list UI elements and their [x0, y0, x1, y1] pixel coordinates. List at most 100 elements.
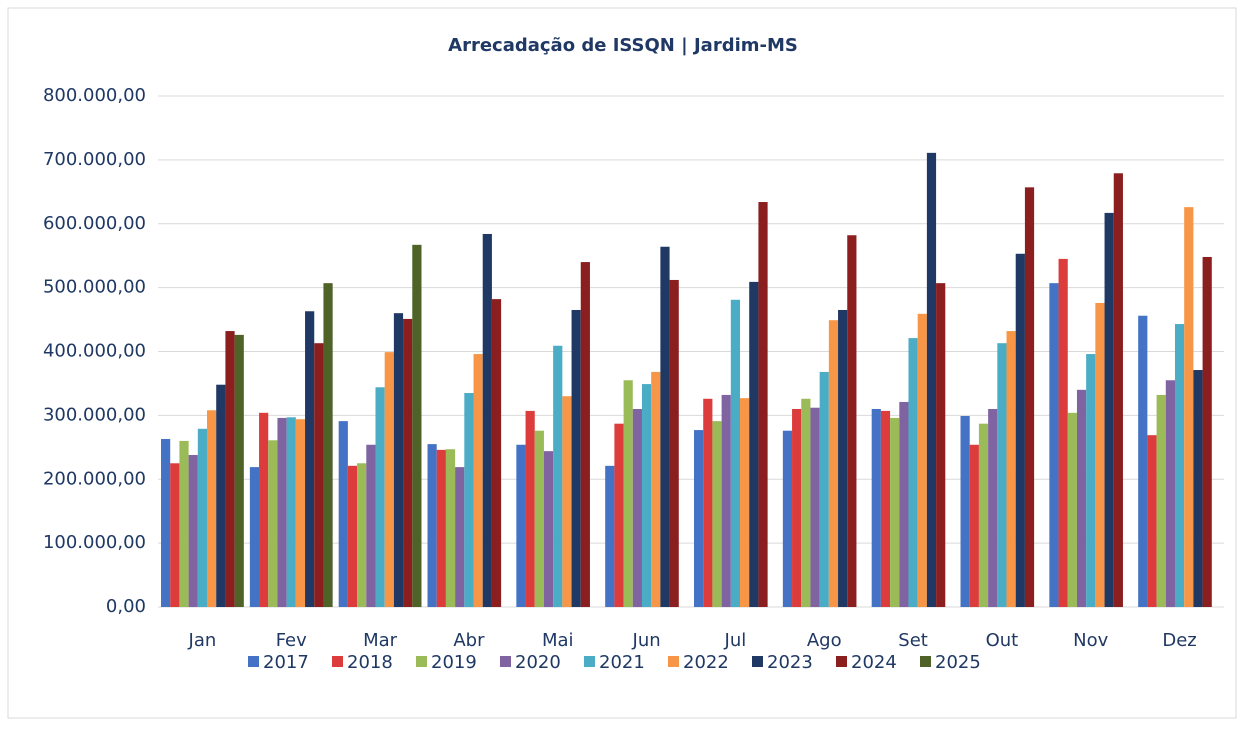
- bar: [323, 283, 333, 607]
- y-tick-label: 600.000,00: [43, 213, 146, 234]
- y-tick-label: 0,00: [106, 596, 146, 617]
- bar: [792, 408, 802, 607]
- bar: [338, 421, 348, 607]
- x-tick-label: Jul: [724, 630, 747, 651]
- x-tick-label: Nov: [1073, 630, 1108, 651]
- y-tick-label: 800.000,00: [43, 85, 146, 106]
- bar: [1147, 435, 1157, 607]
- bar: [758, 202, 768, 607]
- bar: [207, 410, 217, 607]
- bar: [660, 246, 670, 607]
- bar: [562, 396, 572, 607]
- bar: [161, 439, 171, 607]
- bar: [641, 384, 652, 607]
- bar: [1184, 207, 1194, 607]
- bar: [847, 235, 857, 607]
- bar: [782, 430, 793, 607]
- bar: [366, 444, 376, 607]
- x-tick-label: Dez: [1162, 630, 1196, 651]
- bar: [384, 352, 394, 607]
- bar: [571, 309, 581, 607]
- bar: [978, 423, 989, 607]
- bar: [1076, 389, 1087, 607]
- bar: [997, 343, 1007, 607]
- legend-swatch: [584, 656, 595, 667]
- bar: [1113, 173, 1123, 607]
- y-tick-label: 300.000,00: [43, 404, 146, 425]
- bar: [277, 417, 287, 607]
- bar: [730, 299, 741, 607]
- bar: [393, 313, 404, 607]
- bar: [516, 444, 526, 607]
- bar: [179, 440, 189, 607]
- bar: [295, 419, 306, 607]
- y-tick-label: 200.000,00: [43, 468, 146, 489]
- y-tick-label: 500.000,00: [43, 277, 146, 298]
- bar: [170, 463, 180, 607]
- bar: [749, 281, 759, 607]
- bar: [491, 299, 502, 607]
- bar: [828, 320, 839, 607]
- bar: [1086, 354, 1096, 607]
- bar: [445, 449, 456, 607]
- bar: [605, 465, 615, 607]
- bar: [926, 152, 937, 607]
- chart-title: Arrecadação de ISSQN | Jardim-MS: [448, 35, 798, 56]
- legend-label: 2025: [935, 652, 981, 673]
- bar: [810, 407, 820, 607]
- bar: [580, 262, 590, 607]
- x-tick-label: Out: [986, 630, 1019, 651]
- bar: [838, 309, 848, 607]
- bar: [427, 444, 437, 607]
- legend-swatch: [500, 656, 511, 667]
- bar: [712, 421, 722, 607]
- bar: [234, 334, 244, 607]
- bar: [1067, 412, 1077, 607]
- bar: [375, 387, 385, 607]
- bar: [473, 354, 483, 607]
- legend-swatch: [332, 656, 343, 667]
- y-tick-label: 100.000,00: [43, 532, 146, 553]
- legend-label: 2021: [599, 652, 645, 673]
- bar: [525, 410, 535, 607]
- legend-swatch: [920, 656, 931, 667]
- bar: [988, 408, 998, 607]
- bar: [721, 394, 731, 607]
- x-tick-label: Mai: [542, 630, 574, 651]
- bar: [871, 408, 881, 607]
- bar: [1202, 256, 1212, 607]
- x-tick-label: Mar: [363, 630, 398, 651]
- legend-swatch: [416, 656, 427, 667]
- bar: [1049, 283, 1059, 607]
- bar: [197, 428, 208, 607]
- bar: [703, 398, 713, 607]
- bar: [908, 338, 918, 607]
- legend-label: 2023: [767, 652, 813, 673]
- x-tick-label: Abr: [453, 630, 485, 651]
- bar: [1104, 212, 1114, 608]
- legend-label: 2020: [515, 652, 561, 673]
- bar: [249, 467, 260, 607]
- bar: [482, 233, 492, 607]
- x-tick-label: Set: [898, 630, 928, 651]
- bar: [801, 398, 811, 607]
- bar: [1015, 253, 1025, 608]
- y-tick-label: 400.000,00: [43, 341, 146, 362]
- legend-swatch: [836, 656, 847, 667]
- bar: [455, 467, 465, 607]
- legend-label: 2024: [851, 652, 897, 673]
- bar: [651, 371, 661, 607]
- bar: [268, 440, 278, 607]
- bar: [899, 401, 909, 607]
- bar: [412, 244, 422, 608]
- bar: [305, 311, 315, 607]
- y-tick-label: 700.000,00: [43, 149, 146, 170]
- bar: [623, 380, 633, 607]
- bar: [917, 313, 927, 607]
- bar: [1095, 302, 1105, 607]
- bar: [357, 463, 367, 607]
- bar: [314, 343, 324, 607]
- bar: [740, 398, 750, 607]
- legend-label: 2022: [683, 652, 729, 673]
- legend-label: 2018: [347, 652, 393, 673]
